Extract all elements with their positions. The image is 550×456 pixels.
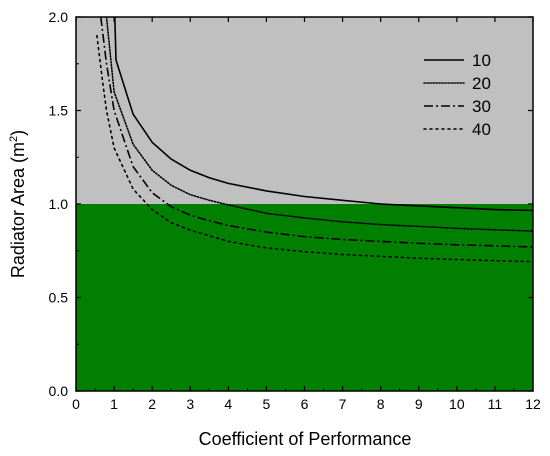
x-tick-label: 11 <box>488 396 503 412</box>
x-tick-label: 1 <box>110 396 118 412</box>
x-tick-label: 4 <box>224 396 232 412</box>
y-axis-title-main: Radiator Area (m <box>8 142 28 278</box>
y-tick-label: 2.0 <box>49 9 69 25</box>
legend: 10 20 30 40 <box>423 51 491 139</box>
x-axis-ticks: 0 1 2 3 4 5 6 7 8 9 10 11 12 <box>72 17 541 412</box>
y-tick-label: 0.5 <box>49 290 69 306</box>
legend-label-10: 10 <box>472 51 491 70</box>
legend-label-40: 40 <box>472 120 491 139</box>
x-tick-label: 9 <box>415 396 423 412</box>
x-tick-label: 0 <box>72 396 80 412</box>
background-regions <box>76 17 533 391</box>
y-axis-title-superscript: 2 <box>8 136 20 142</box>
x-tick-label: 2 <box>148 396 156 412</box>
series-lines <box>96 17 533 263</box>
y-axis-title: Radiator Area (m2) <box>8 130 28 278</box>
x-tick-label: 12 <box>525 396 541 412</box>
x-axis-title: Coefficient of Performance <box>199 429 412 449</box>
x-tick-label: 3 <box>186 396 194 412</box>
y-axis-title-close: ) <box>8 130 28 136</box>
region-1 <box>76 204 533 391</box>
region-0 <box>76 17 533 204</box>
x-tick-label: 6 <box>301 396 309 412</box>
x-tick-label: 8 <box>377 396 385 412</box>
x-tick-label: 7 <box>339 396 347 412</box>
series-line-20 <box>105 17 533 232</box>
y-tick-label: 1.5 <box>49 103 69 119</box>
y-axis-ticks: 0.0 0.5 1.0 1.5 2.0 <box>49 9 533 399</box>
x-tick-label: 10 <box>449 396 465 412</box>
series-line-40 <box>96 34 533 263</box>
y-tick-label: 0.0 <box>49 383 69 399</box>
legend-label-30: 30 <box>472 97 491 116</box>
y-tick-label: 1.0 <box>49 196 69 212</box>
x-tick-label: 5 <box>263 396 271 412</box>
legend-label-20: 20 <box>472 74 491 93</box>
series-line-10 <box>114 17 533 212</box>
